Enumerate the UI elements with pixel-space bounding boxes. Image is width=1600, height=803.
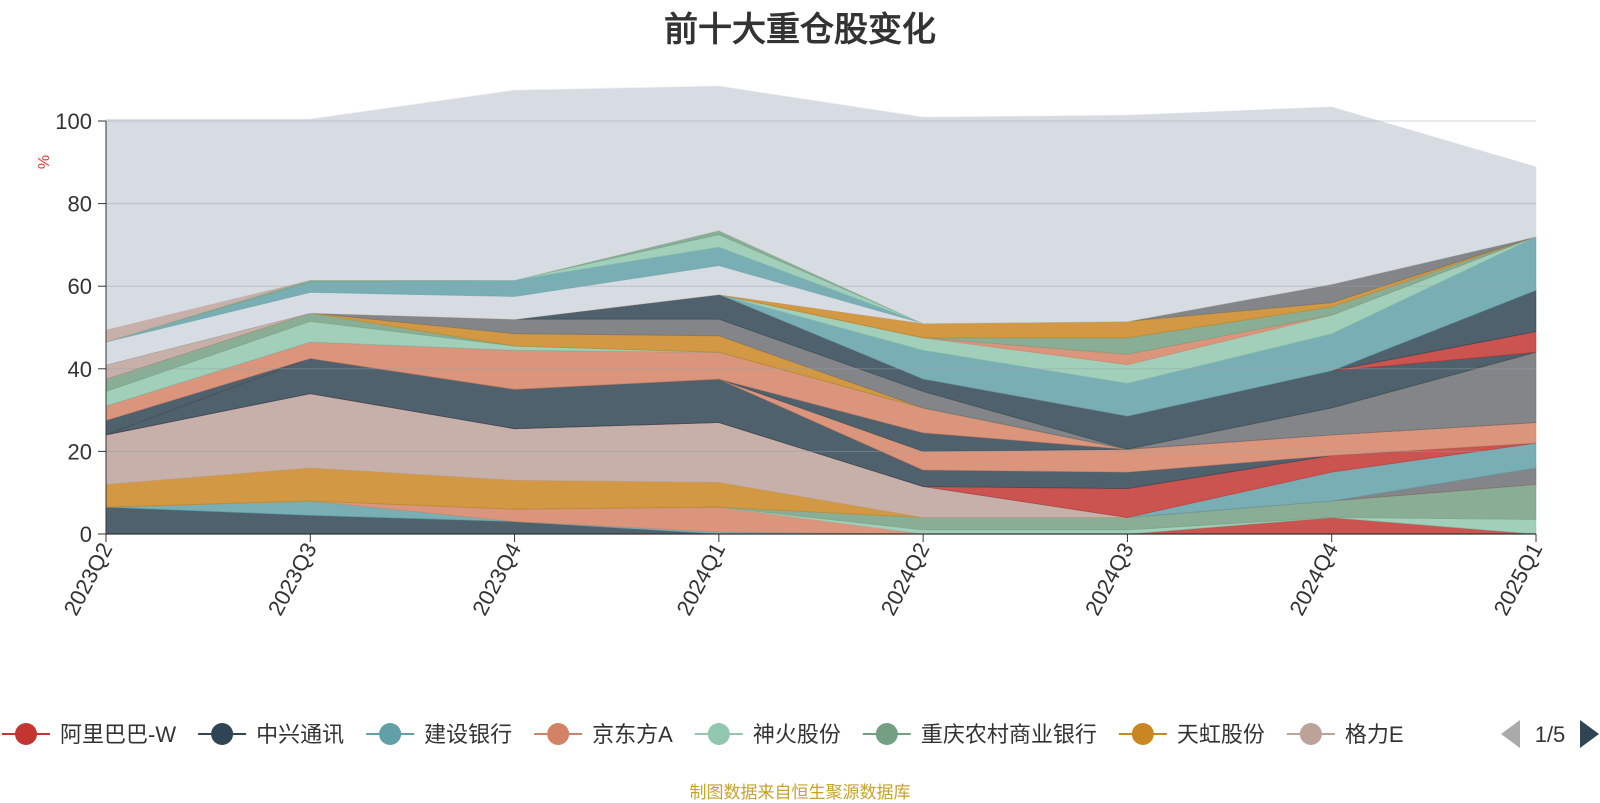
series-areas: [105, 83, 1537, 535]
y-tick-label: 40: [68, 357, 92, 382]
legend-marker: [1131, 723, 1154, 745]
x-tick-label: 2025Q1: [1489, 539, 1548, 620]
chart-title: 前十大重仓股变化: [664, 11, 936, 49]
x-tick-label: 2023Q4: [467, 539, 526, 620]
legend-marker: [15, 723, 37, 745]
legend-marker: [547, 723, 570, 745]
triangle-left-icon[interactable]: [1501, 720, 1520, 748]
legend-item-3[interactable]: 建设银行: [366, 722, 512, 747]
x-tick-label: 2023Q2: [59, 539, 118, 620]
legend-label: 天虹股份: [1177, 722, 1265, 747]
x-tick-label: 2023Q3: [263, 539, 322, 620]
x-tick-label: 2024Q1: [671, 539, 730, 620]
legend-items: 阿里巴巴-W 中兴通讯 建设银行 京东方A 神火股份 重庆农村商业银行 天虹股份 格力E: [2, 722, 1404, 747]
legend-marker: [875, 723, 898, 745]
source-note: 制图数据来自恒生聚源数据库: [689, 783, 911, 802]
y-tick-label: 20: [68, 439, 92, 464]
y-axis-label: %: [36, 155, 53, 169]
y-tick-label: 60: [68, 274, 92, 299]
legend-label: 中兴通讯: [256, 722, 344, 747]
legend-item-5[interactable]: 神火股份: [694, 722, 841, 747]
legend-label: 重庆农村商业银行: [921, 722, 1097, 747]
legend-label: 建设银行: [424, 722, 512, 747]
x-tick-label: 2024Q3: [1080, 539, 1139, 620]
legend[interactable]: 阿里巴巴-W 中兴通讯 建设银行 京东方A 神火股份 重庆农村商业银行 天虹股份 格力E 1/5: [2, 720, 1599, 748]
x-tick-label: 2024Q2: [876, 539, 935, 620]
legend-label: 格力E: [1345, 722, 1404, 747]
legend-page-indicator: 1/5: [1535, 722, 1566, 747]
legend-label: 阿里巴巴-W: [60, 722, 176, 747]
legend-marker: [379, 723, 402, 745]
legend-marker: [707, 723, 730, 745]
y-tick-label: 0: [80, 522, 92, 547]
legend-marker: [211, 723, 234, 745]
legend-marker: [1299, 723, 1322, 745]
y-tick-label: 80: [68, 192, 92, 217]
legend-item-7[interactable]: 天虹股份: [1118, 722, 1265, 747]
x-tick-label: 2024Q4: [1284, 539, 1343, 620]
legend-item-2[interactable]: 中兴通讯: [198, 722, 344, 747]
legend-item-8[interactable]: 格力E: [1286, 722, 1404, 747]
legend-label: 神火股份: [753, 722, 841, 747]
legend-item-1[interactable]: 阿里巴巴-W: [2, 722, 176, 747]
legend-item-4[interactable]: 京东方A: [534, 722, 673, 747]
legend-label: 京东方A: [592, 722, 673, 747]
area-series-37: [106, 83, 1537, 167]
y-tick-label: 100: [55, 109, 92, 134]
legend-item-6[interactable]: 重庆农村商业银行: [862, 722, 1097, 747]
grid-lines: [106, 120, 1536, 535]
triangle-right-icon[interactable]: [1580, 720, 1599, 748]
